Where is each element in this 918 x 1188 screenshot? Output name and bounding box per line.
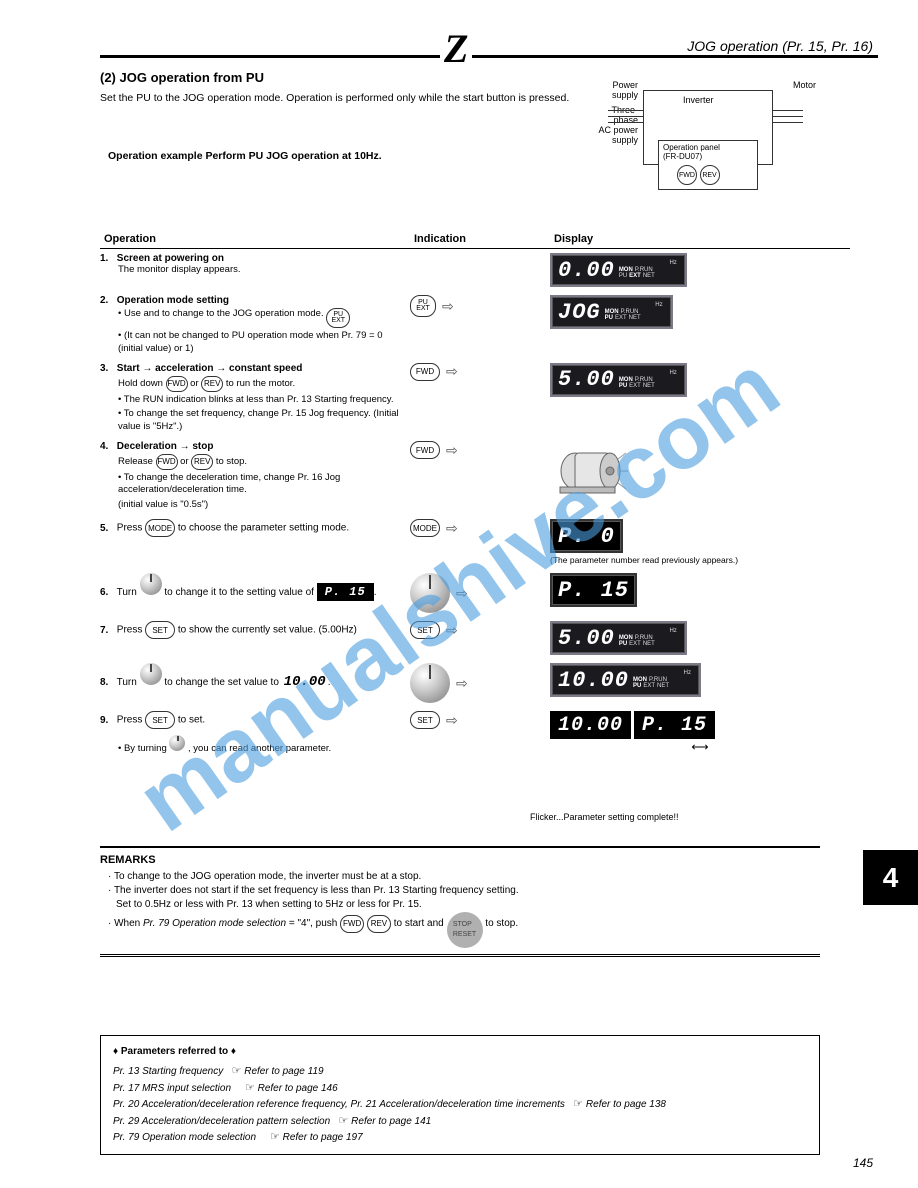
wiring-motor-label: Motor xyxy=(793,80,828,90)
col-indication: Indication xyxy=(410,230,550,249)
dial-icon[interactable] xyxy=(410,663,450,703)
fwd-button[interactable]: FWD xyxy=(410,441,440,459)
lcd-pair: 10.00 P. 15 xyxy=(550,711,715,739)
set-button[interactable]: SET xyxy=(145,711,175,729)
arrow-icon: ⇨ xyxy=(446,622,458,639)
flicker-note: Flicker...Parameter setting complete!! xyxy=(530,812,679,822)
wiring-diagram: Power supply Three-phase AC power supply… xyxy=(588,80,788,210)
arrow-icon: ⇨ xyxy=(446,363,458,380)
step-row: 2. Operation mode setting • Use and to c… xyxy=(100,291,860,359)
lcd-display: JOG Hz MONP.RUN PUEXTNET xyxy=(550,295,673,329)
arrow-icon: ⇨ xyxy=(442,298,454,315)
wiring-inverter-label: Inverter xyxy=(683,95,714,105)
step-row: 7. Press SET to show the currently set v… xyxy=(100,617,860,659)
wiring-panel: Operation panel (FR-DU07) FWD REV xyxy=(658,140,758,190)
dial-icon[interactable] xyxy=(410,573,450,613)
lcd-display: P. 0 xyxy=(550,519,623,553)
rev-button[interactable]: REV xyxy=(367,915,391,933)
wiring-power-label: Power supply xyxy=(588,80,638,100)
wiring-three-phase-label: Three-phase AC power supply xyxy=(588,105,638,145)
lcd-display: 0.00 Hz MONP.RUN PUEXTNET xyxy=(550,253,687,287)
steps-table: Operation Indication Display 1. Screen a… xyxy=(100,230,860,759)
fwd-button[interactable]: FWD xyxy=(340,915,364,933)
parameters-box: ♦ Parameters referred to ♦ Pr. 13 Starti… xyxy=(100,1035,820,1155)
step-row: 8. Turn to change the set value to 10.00… xyxy=(100,659,860,707)
arrow-icon: ⇨ xyxy=(446,442,458,459)
arrow-icon: ⇨ xyxy=(456,585,468,602)
page-number: 145 xyxy=(853,1156,873,1170)
lcd-display: 10.00 Hz MONP.RUN PUEXTNET xyxy=(550,663,701,697)
fwd-button[interactable]: FWD xyxy=(410,363,440,381)
step-row: 3. Start → acceleration → constant speed… xyxy=(100,359,860,437)
rev-button[interactable]: REV xyxy=(191,454,213,470)
motor-icon xyxy=(550,441,630,496)
col-display: Display xyxy=(550,230,850,249)
set-button[interactable]: SET xyxy=(145,621,175,639)
step-row: 9. Press SET to set. • By turning , you … xyxy=(100,707,860,759)
fwd-button[interactable]: FWD xyxy=(166,376,188,392)
set-button[interactable]: SET xyxy=(410,711,440,729)
remarks-block: REMARKS · To change to the JOG operation… xyxy=(100,840,820,963)
step-row: 4. Deceleration → stop Release FWD or RE… xyxy=(100,437,860,515)
rev-button[interactable]: REV xyxy=(201,376,223,392)
rev-icon: REV xyxy=(700,165,720,185)
arrow-icon: ⇨ xyxy=(446,520,458,537)
lcd-display: 5.00 Hz MONP.RUN PUEXTNET xyxy=(550,621,687,655)
stop-reset-button[interactable]: STOP RESET xyxy=(447,912,483,948)
arrow-icon: ⇨ xyxy=(446,712,458,729)
col-operation: Operation xyxy=(100,230,410,249)
dial-icon[interactable] xyxy=(140,663,162,685)
mode-button[interactable]: MODE xyxy=(145,519,175,537)
header-glyph: Z xyxy=(440,25,472,72)
fwd-button[interactable]: FWD xyxy=(156,454,178,470)
lcd-display: P. 15 xyxy=(550,573,637,607)
set-button[interactable]: SET xyxy=(410,621,440,639)
step-row: 5. Press MODE to choose the parameter se… xyxy=(100,515,860,569)
dial-icon[interactable] xyxy=(169,735,185,751)
pu-ext-button[interactable]: PUEXT xyxy=(410,295,436,317)
lcd-display: 5.00 Hz MONP.RUN PUEXTNET xyxy=(550,363,687,397)
header-title: JOG operation (Pr. 15, Pr. 16) xyxy=(681,38,873,54)
step-row: 1. Screen at powering on The monitor dis… xyxy=(100,249,860,291)
mode-button[interactable]: MODE xyxy=(410,519,440,537)
arrow-icon: ⇨ xyxy=(456,675,468,692)
header-rule xyxy=(100,55,878,58)
side-tab: 4 xyxy=(863,850,918,905)
step-row: 6. Turn to change it to the setting valu… xyxy=(100,569,860,617)
dial-icon[interactable] xyxy=(140,573,162,595)
fwd-icon: FWD xyxy=(677,165,697,185)
